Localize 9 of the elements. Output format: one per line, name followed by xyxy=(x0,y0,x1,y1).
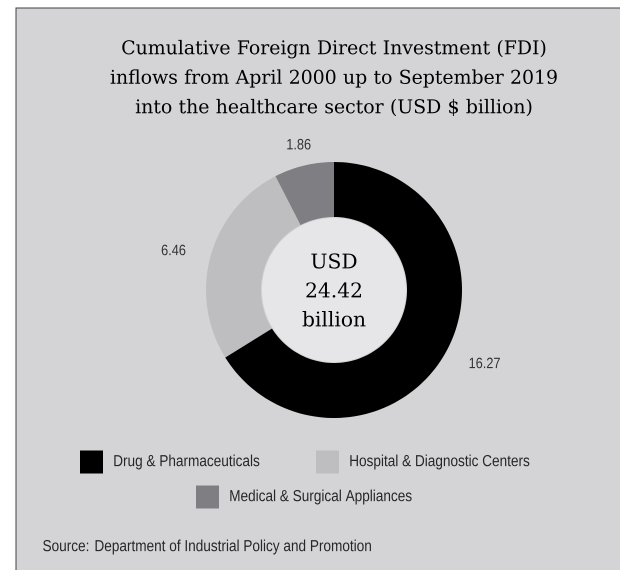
chart-title: Cumulative Foreign Direct Investment (FDI) inflows from April 2000 up to September 2019 into the healthcare sector (USD $ billion) xyxy=(110,40,557,116)
source-note: Source: Department of Industrial Policy and Promotion xyxy=(43,540,371,554)
legend-label: Medical & Surgical Appliances xyxy=(230,490,412,504)
data-label: 16.27 xyxy=(470,358,500,368)
legend-label: Hospital & Diagnostic Centers xyxy=(350,454,530,470)
legend-label: Drug & Pharmaceuticals xyxy=(114,454,260,470)
data-label: 6.46 xyxy=(162,244,186,256)
text: USD 24.42 billion xyxy=(302,253,366,327)
data-label: 1.86 xyxy=(287,138,311,150)
